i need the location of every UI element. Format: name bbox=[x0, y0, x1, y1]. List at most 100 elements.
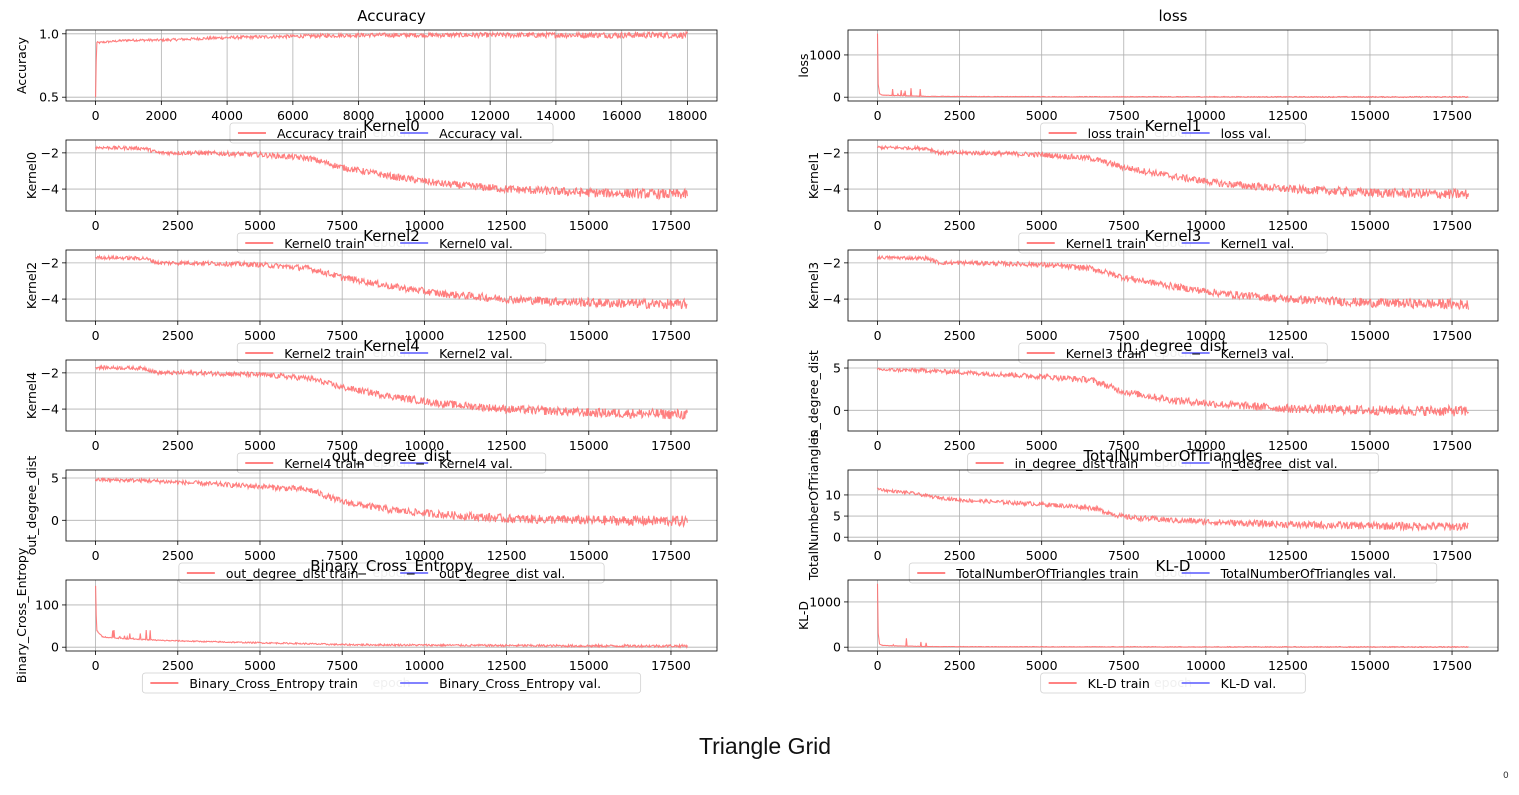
chart-title: TotalNumberOfTriangles bbox=[1082, 447, 1262, 465]
y-tick-label: 0 bbox=[51, 513, 59, 528]
y-tick-label: −4 bbox=[823, 292, 841, 307]
x-tick-label: 5000 bbox=[244, 328, 276, 343]
legend-box bbox=[967, 452, 1379, 474]
plot-frame bbox=[65, 139, 718, 212]
y-tick-label: −4 bbox=[41, 182, 59, 197]
x-tick-label: 10000 bbox=[1186, 658, 1226, 673]
x-tick-label: 2500 bbox=[944, 548, 976, 563]
y-tick-label: −2 bbox=[41, 365, 59, 380]
x-tick-label: 2500 bbox=[944, 658, 976, 673]
x-tick-label: 17500 bbox=[1432, 218, 1472, 233]
legend-box bbox=[229, 122, 554, 144]
x-tick-label: 0 bbox=[92, 328, 100, 343]
y-tick-label: 0 bbox=[833, 640, 841, 655]
chart-kernel0: 0 2500 5000 7500 10000 12500 15000 17500−4−2Ker… bbox=[24, 117, 718, 254]
chart-totalnumberoftriangles: 0 2500 5000 7500 10000 12500 15000 17500 0 5 10 Tot… bbox=[806, 431, 1499, 584]
x-tick-label: 5000 bbox=[244, 548, 276, 563]
y-tick-label: 5 bbox=[51, 471, 59, 486]
chart-title: Kernel2 bbox=[363, 227, 420, 245]
legend-label-train: KL-D train bbox=[1088, 676, 1150, 691]
series-line-kernel4-train bbox=[95, 364, 688, 420]
legend-box bbox=[178, 562, 605, 584]
x-tick-label: 0 bbox=[92, 108, 100, 123]
y-axis-label: Kernel3 bbox=[806, 262, 821, 309]
x-tick-label: 12500 bbox=[487, 548, 527, 563]
x-tick-label: 12500 bbox=[1268, 218, 1308, 233]
chart-title: out_degree_dist bbox=[332, 447, 452, 466]
legend-label-train: loss train bbox=[1088, 126, 1145, 141]
legend-label-train: Kernel1 train bbox=[1066, 236, 1146, 251]
x-tick-label: 2000 bbox=[145, 108, 177, 123]
x-tick-label: 10000 bbox=[404, 108, 444, 123]
series-line-loss-train bbox=[876, 33, 1469, 99]
plot-frame bbox=[65, 249, 718, 322]
y-tick-label: 100 bbox=[35, 597, 59, 612]
x-tick-label: 7500 bbox=[1108, 218, 1140, 233]
legend-label-train: Kernel0 train bbox=[284, 236, 364, 251]
x-tick-label: 7500 bbox=[326, 438, 358, 453]
x-tick-label: 12500 bbox=[487, 438, 527, 453]
series-line-kernel2-train bbox=[95, 254, 688, 310]
x-tick-label: 10000 bbox=[404, 438, 444, 453]
x-tick-label: 17500 bbox=[651, 218, 691, 233]
chart-accuracy: 0 2000 4000 6000 8000 10000 12000 14000 16000 180… bbox=[14, 7, 718, 144]
series-line-in-degree-dist-train bbox=[876, 367, 1469, 417]
x-tick-label: 5000 bbox=[1026, 548, 1058, 563]
x-tick-label: 0 bbox=[874, 438, 882, 453]
chart-kernel1: 0 2500 5000 7500 10000 12500 15000 17500−4−2Ker… bbox=[806, 117, 1499, 254]
y-tick-label: 0 bbox=[833, 403, 841, 418]
x-tick-label: 17500 bbox=[1432, 548, 1472, 563]
figure-caption: Triangle Grid bbox=[698, 733, 832, 759]
y-tick-label: 5 bbox=[833, 509, 841, 524]
chart-kernel3: 0 2500 5000 7500 10000 12500 15000 17500−4−2Ker… bbox=[806, 227, 1499, 364]
x-tick-label: 17500 bbox=[1432, 328, 1472, 343]
x-tick-label: 10000 bbox=[1186, 438, 1226, 453]
x-tick-label: 18000 bbox=[668, 108, 708, 123]
x-tick-label: 7500 bbox=[1108, 548, 1140, 563]
x-tick-label: 2500 bbox=[944, 218, 976, 233]
plot-frame bbox=[847, 469, 1499, 542]
chart-kernel2: 0 2500 5000 7500 10000 12500 15000 17500−4−2Ker… bbox=[24, 227, 718, 364]
series-line-accuracy-train bbox=[95, 30, 688, 98]
legend-label-val: Kernel3 val. bbox=[1221, 346, 1295, 361]
y-axis-label: TotalNumberOfTriangles bbox=[806, 431, 821, 581]
x-tick-label: 12500 bbox=[487, 658, 527, 673]
x-tick-label: 5000 bbox=[1026, 328, 1058, 343]
x-tick-label: 5000 bbox=[244, 218, 276, 233]
y-axis-label: Accuracy bbox=[14, 36, 29, 94]
chart-title: Kernel3 bbox=[1145, 227, 1202, 245]
x-tick-label: 0 bbox=[874, 328, 882, 343]
series-line-kernel0-train bbox=[95, 144, 688, 201]
x-tick-label: 12500 bbox=[1268, 438, 1308, 453]
chart-title: loss bbox=[1159, 7, 1188, 25]
y-axis-label: Kernel1 bbox=[806, 152, 821, 199]
legend-box bbox=[1040, 672, 1306, 694]
x-tick-label: 17500 bbox=[651, 548, 691, 563]
x-tick-label: 5000 bbox=[244, 658, 276, 673]
y-axis-label: loss bbox=[796, 53, 811, 77]
y-tick-label: 1000 bbox=[809, 47, 841, 62]
x-tick-label: 10000 bbox=[1186, 548, 1226, 563]
x-tick-label: 15000 bbox=[1350, 218, 1390, 233]
x-tick-label: 15000 bbox=[1350, 548, 1390, 563]
x-tick-label: 15000 bbox=[1350, 658, 1390, 673]
x-tick-label: 8000 bbox=[343, 108, 375, 123]
y-tick-label: −4 bbox=[823, 182, 841, 197]
y-axis-label: Kernel4 bbox=[24, 372, 39, 419]
x-tick-label: 15000 bbox=[569, 218, 609, 233]
chart-title: Accuracy bbox=[357, 7, 426, 25]
chart-binary-cross-entropy: 0 2500 5000 7500 10000 12500 15000 17500 0 100 Bin… bbox=[14, 547, 718, 694]
series-line-kl-d-train bbox=[876, 583, 1469, 649]
x-tick-label: 17500 bbox=[651, 438, 691, 453]
x-tick-label: 7500 bbox=[326, 328, 358, 343]
y-axis-label: out_degree_dist bbox=[24, 456, 39, 556]
x-tick-label: 2500 bbox=[944, 328, 976, 343]
y-tick-label: 1.0 bbox=[39, 26, 59, 41]
x-tick-label: 7500 bbox=[1108, 438, 1140, 453]
x-tick-label: 10000 bbox=[404, 328, 444, 343]
legend-label-val: Kernel0 val. bbox=[439, 236, 513, 251]
x-tick-label: 15000 bbox=[569, 548, 609, 563]
plot-frame bbox=[847, 29, 1499, 102]
legend-label-val: Kernel4 val. bbox=[439, 456, 513, 471]
x-tick-label: 12500 bbox=[1268, 108, 1308, 123]
